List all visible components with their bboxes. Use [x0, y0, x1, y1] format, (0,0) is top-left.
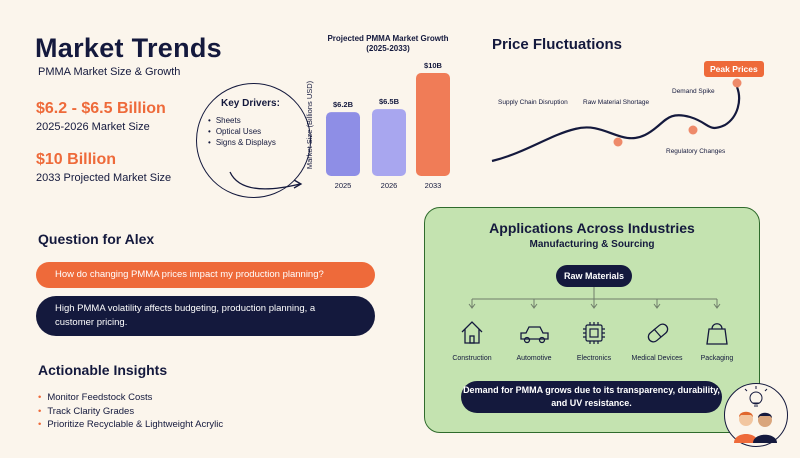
bar-data-label: $6.2B [333, 100, 354, 109]
driver-item: Sheets [208, 116, 276, 125]
question-title: Question for Alex [38, 231, 155, 247]
key-drivers-list: Sheets Optical Uses Signs & Displays [208, 116, 276, 149]
driver-item: Signs & Displays [208, 138, 276, 147]
price-line-chart [491, 78, 742, 163]
raw-materials-node: Raw Materials [556, 265, 632, 287]
x-tick-label: 2025 [335, 181, 352, 190]
question-answer: High PMMA volatility affects budgeting, … [36, 296, 375, 336]
projected-size-label: 2033 Projected Market Size [36, 172, 172, 184]
market-size-value: $6.2 - $6.5 Billion [36, 100, 166, 117]
insights-title: Actionable Insights [38, 362, 168, 378]
bag-icon [706, 323, 728, 345]
insight-item: Track Clarity Grades [38, 406, 223, 417]
industry-label: Construction [452, 355, 492, 362]
x-tick-label: 2026 [381, 181, 398, 190]
peak-marker [732, 78, 742, 88]
chart-title: Projected PMMA Market Growth (2025-2033) [327, 34, 449, 53]
x-tick-label: 2033 [425, 181, 442, 190]
price-fluctuations-title: Price Fluctuations [492, 36, 623, 53]
event-label: Supply Chain Disruption [498, 99, 568, 106]
applications-title: Applications Across Industries [489, 220, 695, 236]
insight-item: Monitor Feedstock Costs [38, 392, 223, 403]
bar-data-label: $6.5B [379, 97, 400, 106]
industry-label: Medical Devices [631, 355, 683, 362]
car-icon [520, 326, 549, 344]
house-icon [461, 321, 483, 344]
chart-y-axis-label: Market Size (Billions USD) [305, 80, 314, 169]
event-label: Raw Material Shortage [583, 99, 650, 106]
industry-label: Packaging [700, 355, 734, 362]
projected-size-value: $10 Billion [36, 151, 117, 168]
applications-subtitle: Manufacturing & Sourcing [529, 239, 655, 250]
event-label: Regulatory Changes [666, 148, 726, 155]
key-drivers-circle [196, 83, 311, 198]
key-drivers-title: Key Drivers: [221, 98, 280, 109]
bar-2033 [416, 73, 450, 176]
question-prompt: How do changing PMMA prices impact my pr… [36, 262, 375, 288]
price-marker [613, 137, 623, 147]
driver-item: Optical Uses [208, 127, 276, 136]
lightbulb-icon [744, 386, 768, 407]
bar-data-label: $10B [424, 61, 443, 70]
insights-list: Monitor Feedstock Costs Track Clarity Gr… [38, 392, 223, 433]
event-label: Demand Spike [672, 88, 715, 95]
pill-icon [647, 323, 669, 343]
price-marker [688, 125, 698, 135]
demand-note: Demand for PMMA grows due to its transpa… [461, 381, 722, 413]
bar-2025 [326, 112, 360, 176]
page-subtitle: PMMA Market Size & Growth [38, 66, 181, 78]
curved-arrow-icon [229, 171, 303, 190]
bar-2026 [372, 109, 406, 176]
industry-label: Automotive [516, 355, 552, 362]
industry-tree [461, 287, 728, 345]
industry-label: Electronics [576, 355, 612, 362]
insight-item: Prioritize Recyclable & Lightweight Acry… [38, 419, 223, 430]
market-size-label: 2025-2026 Market Size [36, 121, 150, 133]
people-illustration [734, 386, 777, 443]
peak-prices-label: Peak Prices [704, 61, 764, 77]
chip-icon [583, 322, 605, 344]
page-title: Market Trends [35, 33, 222, 63]
market-growth-chart: Market Size (Billions USD) $6.2B 2025 $6.5… [305, 61, 450, 190]
